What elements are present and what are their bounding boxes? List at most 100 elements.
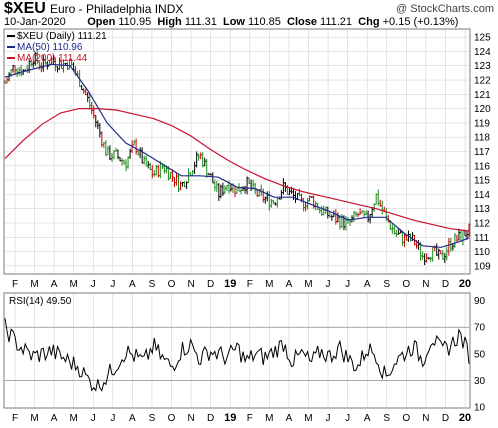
rsi-xtick-M-3: M xyxy=(70,413,78,424)
price-xtick-O-20: O xyxy=(402,279,410,290)
price-ytick-124: 124 xyxy=(474,47,491,58)
price-xtick-N-21: N xyxy=(422,279,429,290)
rsi-xtick-O-20: O xyxy=(402,413,410,424)
price-xtick-M-1: M xyxy=(30,279,38,290)
rsi-ytick-10: 10 xyxy=(474,403,486,414)
price-xtick-20-23: 20 xyxy=(459,278,471,290)
price-xtick-J-17: J xyxy=(345,279,350,290)
price-ytick-118: 118 xyxy=(474,133,490,144)
price-ytick-114: 114 xyxy=(474,190,490,201)
quote-line: 10-Jan-2020 Open 110.95 High 111.31 Low … xyxy=(4,16,458,28)
price-xtick-A-18: A xyxy=(364,279,371,290)
legend-swatch-ma50 xyxy=(7,46,15,48)
rsi-xtick-S-7: S xyxy=(149,413,156,424)
symbol: $XEU xyxy=(4,0,46,17)
rsi-xtick-A-2: A xyxy=(51,413,58,424)
rsi-xtick-M-13: M xyxy=(265,413,273,424)
rsi-xtick-F-0: F xyxy=(12,413,18,424)
price-xtick-M-13: M xyxy=(265,279,273,290)
price-xtick-D-22: D xyxy=(442,279,449,290)
rsi-y-axis: 10 30 50 70 90 xyxy=(474,296,486,413)
price-ytick-109: 109 xyxy=(474,261,491,272)
price-ytick-116: 116 xyxy=(474,161,490,172)
price-xtick-S-7: S xyxy=(149,279,156,290)
rsi-xtick-D-22: D xyxy=(442,413,449,424)
price-xtick-J-5: J xyxy=(110,279,115,290)
rsi-ytick-30: 30 xyxy=(474,376,486,387)
high-label: High xyxy=(157,16,182,28)
price-ytick-115: 115 xyxy=(474,176,490,187)
rsi-xtick-19-11: 19 xyxy=(224,412,236,424)
rsi-ytick-70: 70 xyxy=(474,323,486,334)
rsi-xtick-M-15: M xyxy=(304,413,312,424)
price-xtick-M-3: M xyxy=(70,279,78,290)
low-value: 110.85 xyxy=(248,16,281,28)
legend-swatch-price xyxy=(7,35,15,37)
rsi-xtick-N-9: N xyxy=(187,413,194,424)
price-ytick-120: 120 xyxy=(474,104,491,115)
ma200-line xyxy=(4,108,470,232)
symbol-name: Euro - Philadelphia INDX xyxy=(49,2,184,16)
price-xtick-S-19: S xyxy=(383,279,390,290)
rsi-xtick-A-6: A xyxy=(129,413,136,424)
price-xtick-J-16: J xyxy=(326,279,331,290)
price-xtick-A-6: A xyxy=(129,279,136,290)
rsi-xtick-M-1: M xyxy=(30,413,38,424)
price-ytick-122: 122 xyxy=(474,76,491,87)
legend-swatch-ma200 xyxy=(7,57,15,59)
quote-date: 10-Jan-2020 xyxy=(4,16,66,28)
legend-ma50: MA(50) 110.96 xyxy=(17,42,83,53)
price-ytick-113: 113 xyxy=(474,204,490,215)
price-ytick-111: 111 xyxy=(474,233,490,244)
chart-title: $XEU Euro - Philadelphia INDX xyxy=(4,1,183,17)
legend-ma200: MA(200) 111.44 xyxy=(17,53,88,64)
price-xtick-F-12: F xyxy=(247,279,253,290)
rsi-xtick-S-19: S xyxy=(383,413,390,424)
rsi-xtick-D-10: D xyxy=(207,413,214,424)
price-xtick-A-2: A xyxy=(51,279,58,290)
price-ytick-117: 117 xyxy=(474,147,490,158)
price-xtick-O-8: O xyxy=(168,279,176,290)
price-ytick-110: 110 xyxy=(474,247,490,258)
price-xtick-M-15: M xyxy=(304,279,312,290)
legend-price: $XEU (Daily) 111.21 xyxy=(17,31,107,42)
price-ytick-112: 112 xyxy=(474,218,490,229)
rsi-grid xyxy=(5,294,469,407)
price-y-axis: 109 110 111 112 113 114 115 116 117 118 119 120 121 1… xyxy=(474,33,491,273)
price-ytick-121: 121 xyxy=(474,90,491,101)
price-xtick-19-11: 19 xyxy=(224,278,236,290)
chg-value: +0.15 (+0.13%) xyxy=(382,16,459,28)
close-value: 111.21 xyxy=(320,16,353,28)
rsi-xtick-J-5: J xyxy=(110,413,115,424)
rsi-xtick-F-12: F xyxy=(247,413,253,424)
price-ytick-125: 125 xyxy=(474,33,491,44)
low-label: Low xyxy=(222,16,245,28)
rsi-ytick-90: 90 xyxy=(474,296,486,307)
open-value: 110.95 xyxy=(118,16,152,28)
price-ytick-119: 119 xyxy=(474,118,490,129)
price-xtick-F-0: F xyxy=(12,279,18,290)
rsi-xtick-J-4: J xyxy=(91,413,96,424)
rsi-xtick-J-17: J xyxy=(345,413,350,424)
rsi-xtick-J-16: J xyxy=(326,413,331,424)
price-ytick-123: 123 xyxy=(474,61,491,72)
price-legend: $XEU (Daily) 111.21 MA(50) 110.96 MA(200… xyxy=(7,31,107,64)
rsi-panel xyxy=(3,292,471,409)
rsi-xtick-O-8: O xyxy=(168,413,176,424)
rsi-ytick-50: 50 xyxy=(474,349,486,360)
copyright: @ StockCharts.com xyxy=(396,3,494,15)
ma50-line xyxy=(4,63,470,248)
price-xtick-D-10: D xyxy=(207,279,214,290)
price-x-axis: F M A M J J A S O N D 19 F M A M J J A S O N D 20 xyxy=(12,278,471,290)
price-xtick-N-9: N xyxy=(187,279,194,290)
close-label: Close xyxy=(287,16,317,28)
price-xtick-A-14: A xyxy=(286,279,293,290)
high-value: 111.31 xyxy=(184,16,217,28)
rsi-x-axis: F M A M J J A S O N D 19 F M A M J J A S O N D 20 xyxy=(12,412,471,424)
chg-label: Chg xyxy=(358,16,380,28)
rsi-xtick-A-18: A xyxy=(364,413,371,424)
legend-rsi: RSI(14) 49.50 xyxy=(9,296,72,307)
open-label: Open xyxy=(87,16,116,28)
price-xtick-J-4: J xyxy=(91,279,96,290)
